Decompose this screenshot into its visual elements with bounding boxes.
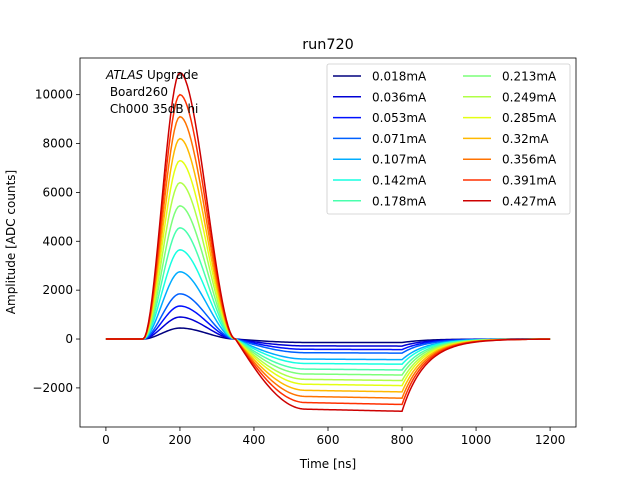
legend-entry: 0.213mA (502, 70, 557, 84)
y-axis-label: Amplitude [ADC counts] (4, 170, 18, 314)
legend-entry: 0.391mA (502, 174, 557, 188)
legend-entry: 0.356mA (502, 153, 557, 167)
series-line (105, 71, 551, 413)
y-tick-label: 2000 (42, 283, 73, 297)
annotation-line-2: Board260 (106, 85, 168, 99)
annotation: ATLAS Upgrade Board260 Ch000 35dB hi (105, 68, 198, 116)
chart-title: run720 (302, 37, 354, 53)
legend-entry: 0.107mA (372, 153, 427, 167)
legend-entry: 0.427mA (502, 194, 557, 208)
legend-entry: 0.285mA (502, 111, 557, 125)
legend-entry: 0.036mA (372, 90, 427, 104)
series-lines (105, 71, 551, 413)
x-tick-label: 1200 (535, 433, 566, 447)
x-tick-label: 1000 (461, 433, 492, 447)
annotation-line-3: Ch000 35dB hi (106, 102, 198, 116)
legend-entry: 0.053mA (372, 111, 427, 125)
x-tick-label: 400 (243, 433, 266, 447)
y-tick-label: 10000 (35, 88, 73, 102)
annotation-upgrade: Upgrade (143, 68, 198, 82)
legend-entry: 0.018mA (372, 70, 427, 84)
legend: 0.018mA 0.036mA 0.053mA 0.071mA 0.107mA 0.142… (326, 63, 571, 215)
annotation-atlas: ATLAS (105, 68, 144, 82)
x-tick-label: 0 (102, 433, 110, 447)
x-tick-label: 200 (168, 433, 191, 447)
y-tick-label: 6000 (42, 185, 73, 199)
legend-entry: 0.32mA (502, 132, 549, 146)
y-tick-label: 8000 (42, 137, 73, 151)
legend-entry: 0.071mA (372, 132, 427, 146)
x-tick-label: 600 (317, 433, 340, 447)
y-axis-ticks: −2000 0 2000 4000 6000 8000 10000 (32, 88, 80, 395)
y-tick-label: −2000 (32, 381, 73, 395)
legend-entry: 0.249mA (502, 90, 557, 104)
x-tick-label: 800 (391, 433, 414, 447)
legend-box (326, 63, 571, 215)
y-tick-label: 4000 (42, 234, 73, 248)
x-axis-label: Time [ns] (299, 457, 356, 471)
legend-entry: 0.142mA (372, 174, 427, 188)
x-axis-ticks: 0 200 400 600 800 1000 1200 (102, 427, 565, 447)
y-tick-label: 0 (65, 332, 73, 346)
annotation-line-1: ATLAS Upgrade (105, 68, 198, 82)
legend-entry: 0.178mA (372, 194, 427, 208)
